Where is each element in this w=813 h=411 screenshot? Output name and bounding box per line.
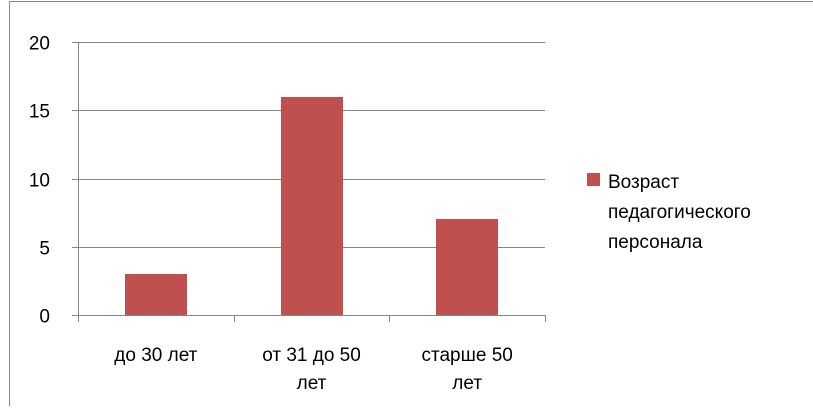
bar	[125, 274, 187, 315]
y-tick-label: 0	[39, 307, 50, 328]
bar	[281, 97, 343, 315]
y-tick-label: 10	[29, 171, 50, 192]
y-tick-label: 20	[29, 34, 50, 55]
legend-label: Возраст	[608, 172, 679, 193]
x-category-label: старше 50	[421, 345, 512, 366]
bar	[436, 219, 498, 315]
x-category-label: лет	[297, 373, 327, 394]
y-tick-label: 15	[29, 102, 50, 123]
x-category-label: лет	[452, 373, 482, 394]
y-tick-label: 5	[39, 239, 50, 260]
legend-swatch	[587, 173, 600, 186]
x-category-label: от 31 до 50	[262, 345, 361, 366]
legend-label: педагогического	[608, 202, 751, 223]
x-category-label: до 30 лет	[114, 345, 197, 366]
legend-label: персонала	[608, 232, 703, 253]
